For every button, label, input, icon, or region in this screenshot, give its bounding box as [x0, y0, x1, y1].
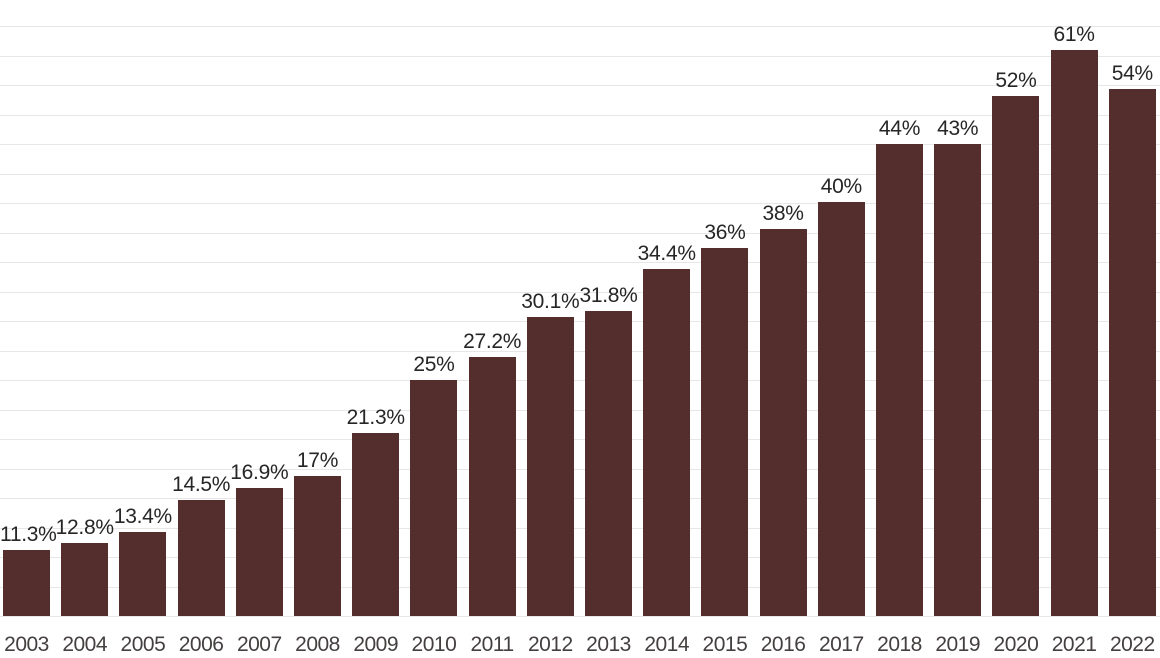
gridline [0, 527, 1160, 529]
x-tick-label: 2012 [527, 633, 573, 656]
bar-value-label: 40% [820, 175, 862, 198]
gridline [0, 586, 1160, 588]
x-tick-label: 2003 [4, 633, 49, 656]
bar-2012 [526, 317, 574, 616]
bar-2010 [410, 380, 458, 616]
gridline [0, 232, 1160, 234]
x-tick-label: 2007 [236, 633, 282, 656]
bar-2008 [294, 476, 341, 616]
bar-2013 [585, 311, 632, 616]
x-tick-label: 2015 [702, 633, 748, 656]
gridline [0, 26, 1160, 27]
bar-value-label: 54% [1111, 62, 1153, 85]
gridline [0, 439, 1160, 440]
x-tick-label: 2006 [178, 633, 224, 656]
bar-value-label: 44% [878, 117, 921, 140]
bar-2021 [1050, 50, 1098, 616]
bar-value-label: 12.8% [55, 516, 114, 539]
bar-2017 [817, 202, 865, 616]
gridline [0, 409, 1160, 411]
gridline [0, 468, 1160, 470]
gridline [0, 498, 1160, 499]
bar-2020 [992, 96, 1040, 616]
gridline [0, 350, 1160, 352]
x-tick-label: 2009 [353, 633, 399, 656]
x-tick-label: 2016 [760, 633, 806, 656]
x-tick-label: 2013 [586, 633, 631, 656]
bar-2018 [876, 144, 923, 616]
gridline [0, 203, 1160, 204]
bar-value-label: 14.5% [172, 473, 231, 496]
x-tick-label: 2004 [62, 633, 108, 656]
bar-value-label: 34.4% [637, 242, 696, 265]
x-tick-label: 2019 [935, 633, 981, 656]
gridline [0, 55, 1160, 57]
bar-value-label: 52% [995, 69, 1037, 92]
bar-value-label: 21.3% [346, 406, 405, 429]
bar-2016 [759, 229, 807, 616]
bar-value-label: 31.8% [579, 284, 638, 307]
x-tick-label: 2020 [993, 633, 1039, 656]
x-tick-label: 2008 [295, 633, 340, 656]
bar-2011 [468, 357, 516, 616]
x-tick-label: 2010 [411, 633, 457, 656]
bar-2015 [701, 248, 749, 616]
gridline [0, 85, 1160, 86]
bar-2006 [177, 500, 225, 616]
x-tick-label: 2021 [1051, 633, 1097, 656]
gridline [0, 262, 1160, 263]
gridline [0, 557, 1160, 558]
bar-2022 [1108, 89, 1156, 616]
x-tick-label: 2014 [644, 633, 690, 656]
bar-value-label: 17% [296, 449, 339, 472]
bar-2005 [119, 532, 167, 616]
gridline [0, 173, 1160, 175]
bar-value-label: 38% [762, 202, 804, 225]
gridline [0, 321, 1160, 322]
bar-value-label: 25% [413, 353, 455, 376]
bar-2004 [61, 543, 109, 616]
gridline [0, 616, 1160, 617]
bar-value-label: 36% [704, 221, 746, 244]
bar-2014 [643, 269, 691, 616]
bar-2019 [934, 144, 982, 616]
bar-value-label: 43% [937, 117, 979, 140]
bar-value-label: 30.1% [521, 290, 580, 313]
x-tick-label: 2022 [1109, 633, 1155, 656]
bar-value-label: 16.9% [230, 461, 289, 484]
x-tick-label: 2018 [877, 633, 922, 656]
gridline [0, 380, 1160, 381]
gridline [0, 114, 1160, 116]
bar-value-label: 61% [1053, 23, 1095, 46]
gridline [0, 291, 1160, 293]
bar-value-label: 13.4% [113, 505, 172, 528]
bar-2009 [352, 433, 400, 616]
bar-2007 [235, 488, 283, 616]
x-tick-label: 2017 [818, 633, 864, 656]
x-tick-label: 2011 [470, 633, 515, 656]
bar-value-label: 27.2% [463, 330, 522, 353]
gridline [0, 144, 1160, 145]
bar-2003 [3, 550, 50, 616]
x-tick-label: 2005 [120, 633, 166, 656]
bar-value-label: 11.3% [0, 523, 57, 546]
